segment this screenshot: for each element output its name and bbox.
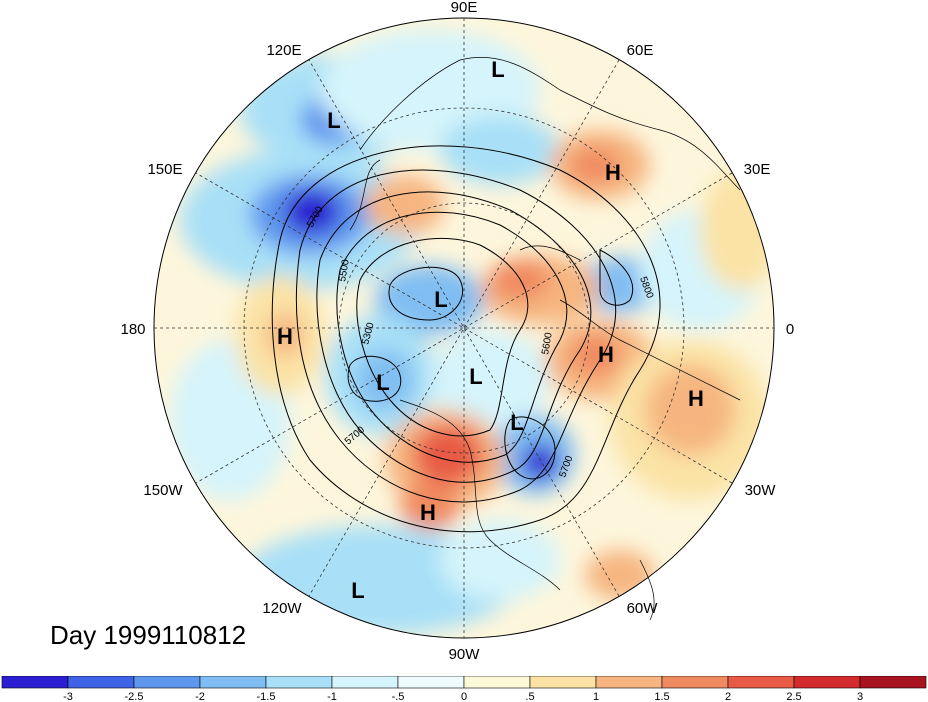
contour-label: 5600 <box>540 331 555 355</box>
lon-label-0: 0 <box>786 321 794 338</box>
high-pressure-marker: H <box>420 500 436 525</box>
high-pressure-marker: H <box>598 342 614 367</box>
high-pressure-marker: H <box>277 324 293 349</box>
high-pressure-marker: H <box>605 160 621 185</box>
colorbar-box <box>595 676 663 689</box>
lon-label-90w: 90W <box>449 646 481 663</box>
polar-map: 90E 60E 30E 0 30W 60W 90W 120W 150W 180 … <box>120 0 794 663</box>
low-pressure-marker: L <box>351 578 364 603</box>
low-pressure-marker: L <box>510 410 523 435</box>
shaded-anomaly-field <box>154 18 774 638</box>
lon-label-60w: 60W <box>627 600 659 617</box>
colorbar-tick-label: -2 <box>195 691 205 702</box>
geopotential-contours <box>271 145 661 533</box>
colorbar-box <box>661 676 729 689</box>
low-pressure-marker: L <box>469 364 482 389</box>
colorbar-box <box>727 676 795 689</box>
colorbar-ticks: -3 -2.5 -2 -1.5 -1 -.5 0 .5 1 1.5 2 2.5 3 <box>63 691 863 702</box>
colorbar-tick-label: -.5 <box>392 691 405 702</box>
colorbar-tick-label: 2.5 <box>786 691 801 702</box>
high-pressure-marker: H <box>688 386 704 411</box>
pressure-centers: L L H L H L L H H L H L <box>277 57 704 603</box>
colorbar-box <box>793 676 861 689</box>
colorbar-box <box>529 676 597 689</box>
contour-label: 5500 <box>337 258 352 282</box>
colorbar-box <box>67 676 135 689</box>
colorbar-boxes <box>1 676 927 689</box>
day-label: Day 1999110812 <box>50 620 247 650</box>
colorbar-box <box>331 676 399 689</box>
colorbar-tick-label: -1 <box>327 691 337 702</box>
colorbar-tick-label: -1.5 <box>257 691 276 702</box>
colorbar-box <box>265 676 333 689</box>
low-pressure-marker: L <box>376 370 389 395</box>
lon-label-90e: 90E <box>451 0 478 16</box>
colorbar-tick-label: 3 <box>857 691 863 702</box>
colorbar-tick-label: 0 <box>461 691 467 702</box>
lon-label-60e: 60E <box>627 42 654 59</box>
low-pressure-marker: L <box>327 108 340 133</box>
lon-label-30w: 30W <box>745 482 777 499</box>
colorbar-box <box>463 676 531 689</box>
low-pressure-marker: L <box>491 57 504 82</box>
coastlines <box>349 56 741 621</box>
lon-label-150e: 150E <box>147 161 182 178</box>
graticule <box>154 18 774 638</box>
colorbar-box <box>859 676 927 689</box>
lon-label-120e: 120E <box>266 42 301 59</box>
colorbar-tick-label: 1.5 <box>654 691 669 702</box>
longitude-labels: 90E 60E 30E 0 30W 60W 90W 120W 150W 180 … <box>120 0 794 663</box>
colorbar: -3 -2.5 -2 -1.5 -1 -.5 0 .5 1 1.5 2 2.5 3 <box>1 676 927 702</box>
colorbar-box <box>199 676 267 689</box>
colorbar-box <box>397 676 465 689</box>
colorbar-tick-label: -3 <box>63 691 73 702</box>
lon-label-30e: 30E <box>744 161 771 178</box>
low-pressure-marker: L <box>434 287 447 312</box>
lon-label-180: 180 <box>120 321 145 338</box>
colorbar-tick-label: 1 <box>593 691 599 702</box>
lon-label-150w: 150W <box>143 482 183 499</box>
colorbar-tick-label: .5 <box>525 691 534 702</box>
colorbar-tick-label: -2.5 <box>125 691 144 702</box>
colorbar-box <box>133 676 201 689</box>
colorbar-tick-label: 2 <box>725 691 731 702</box>
lon-label-120w: 120W <box>262 600 302 617</box>
colorbar-box <box>1 676 69 689</box>
